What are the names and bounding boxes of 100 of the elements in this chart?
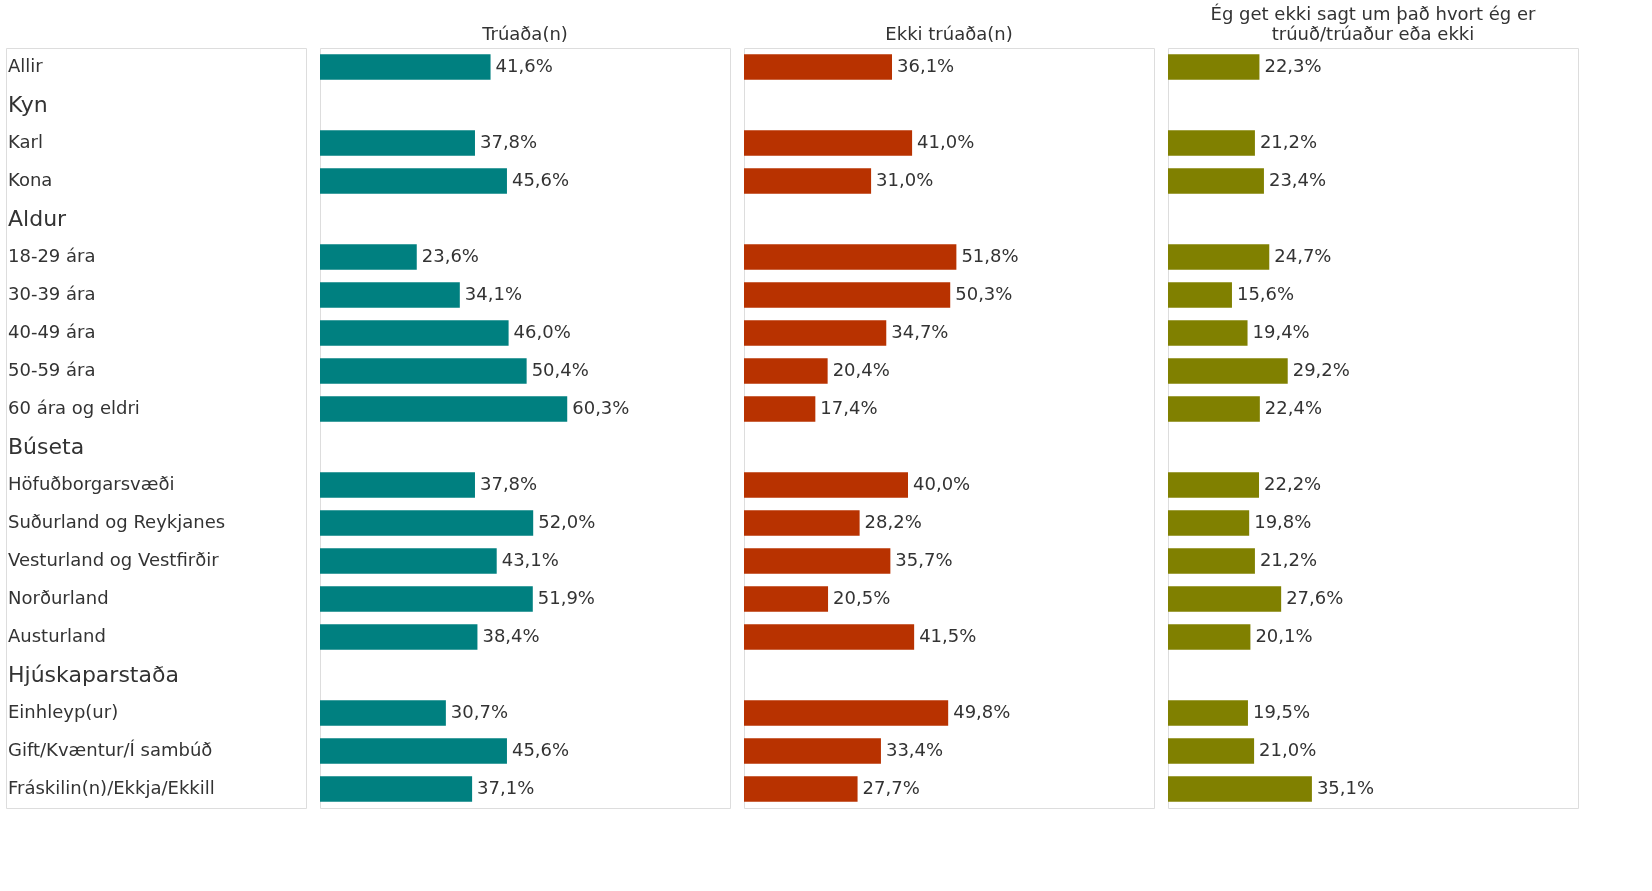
bar (320, 282, 460, 308)
y-tick-label: Austurland (8, 625, 106, 646)
data-label: 24,7% (1274, 245, 1332, 266)
data-label: 37,8% (479, 131, 538, 152)
bar (320, 738, 507, 764)
y-tick-label: Suðurland og Reykjanes (8, 511, 226, 532)
bar (744, 130, 913, 156)
data-label: 37,8% (479, 473, 538, 494)
y-tick-label: 18-29 ára (8, 245, 96, 266)
y-tick-label: Hjúskaparstaða (8, 662, 179, 687)
data-label: 21,0% (1259, 739, 1317, 760)
y-tick-label: 50-59 ára (8, 359, 96, 380)
bar (744, 320, 887, 346)
bar (320, 396, 568, 422)
bar (744, 244, 957, 270)
bar (744, 54, 893, 80)
data-label: 19,4% (1252, 321, 1310, 342)
data-label: 41,6% (495, 55, 553, 76)
y-tick-label: Gift/Kvæntur/Í sambúð (8, 739, 213, 760)
bar (1168, 168, 1264, 194)
bar (1168, 472, 1260, 498)
data-label: 23,6% (421, 245, 479, 266)
data-label: 51,9% (537, 587, 595, 608)
bar (744, 548, 891, 574)
bar (320, 358, 527, 384)
y-tick-label: Einhleyp(ur) (8, 701, 119, 722)
data-label: 46,0% (513, 321, 571, 342)
bar (320, 510, 534, 536)
bar (1168, 624, 1251, 650)
bar (320, 586, 533, 612)
bar (744, 738, 881, 764)
bar (320, 130, 475, 156)
bar (1168, 282, 1232, 308)
data-label: 60,3% (572, 397, 630, 418)
y-tick-label: 40-49 ára (8, 321, 96, 342)
bar (744, 358, 828, 384)
bar (320, 624, 478, 650)
bar (320, 548, 497, 574)
data-label: 22,2% (1264, 473, 1322, 494)
bar (320, 472, 475, 498)
data-label: 49,8% (953, 701, 1011, 722)
bar (744, 624, 915, 650)
bar (1168, 548, 1255, 574)
bar (1168, 396, 1260, 422)
y-tick-label: Vesturland og Vestfirðir (8, 549, 220, 570)
data-label: 27,6% (1286, 587, 1344, 608)
bar (744, 396, 816, 422)
bar (1168, 320, 1248, 346)
bar (1168, 586, 1282, 612)
y-tick-label: Karl (8, 131, 43, 152)
y-tick-label: 30-39 ára (8, 283, 96, 304)
y-tick-label: Norðurland (8, 587, 109, 608)
data-label: 20,1% (1255, 625, 1313, 646)
data-label: 21,2% (1259, 549, 1318, 570)
data-label: 40,0% (913, 473, 971, 494)
bar (1168, 776, 1312, 802)
data-label: 17,4% (820, 397, 878, 418)
data-label: 31,0% (876, 169, 934, 190)
bar (1168, 244, 1270, 270)
bar (744, 472, 908, 498)
bar (1168, 130, 1255, 156)
y-tick-label: Fráskilin(n)/Ekkja/Ekkill (8, 777, 215, 798)
bar (320, 700, 446, 726)
y-tick-label: Aldur (8, 206, 68, 231)
data-label: 50,4% (531, 359, 589, 380)
data-label: 52,0% (538, 511, 596, 532)
data-label: 45,6% (511, 169, 570, 190)
data-label: 41,5% (919, 625, 977, 646)
bar (320, 168, 507, 194)
data-label: 35,1% (1316, 777, 1375, 798)
bar (1168, 54, 1260, 80)
bar (1168, 738, 1255, 764)
data-label: 19,8% (1254, 511, 1312, 532)
data-label: 20,5% (833, 587, 891, 608)
data-label: 41,0% (917, 131, 975, 152)
bar (744, 282, 951, 308)
data-label: 23,4% (1268, 169, 1327, 190)
data-label: 20,4% (832, 359, 890, 380)
y-tick-label: Allir (8, 55, 44, 76)
chart-title: Trúaða(n) (481, 23, 568, 44)
data-label: 37,1% (477, 777, 535, 798)
data-label: 15,6% (1236, 283, 1295, 304)
y-tick-label: Höfuðborgarsvæði (8, 473, 175, 494)
bar (320, 244, 417, 270)
data-label: 51,8% (961, 245, 1019, 266)
y-tick-label: 60 ára og eldri (8, 397, 140, 418)
y-tick-label: Kona (8, 169, 53, 190)
data-label: 50,3% (955, 283, 1013, 304)
bar (744, 700, 949, 726)
data-label: 38,4% (482, 625, 540, 646)
data-label: 22,4% (1264, 397, 1323, 418)
data-label: 43,1% (501, 549, 559, 570)
y-tick-label: Búseta (8, 434, 85, 459)
data-label: 19,5% (1252, 701, 1311, 722)
bar (320, 320, 509, 346)
bar (744, 510, 860, 536)
data-label: 28,2% (864, 511, 922, 532)
bar (744, 776, 858, 802)
data-label: 35,7% (895, 549, 953, 570)
data-label: 34,7% (891, 321, 949, 342)
